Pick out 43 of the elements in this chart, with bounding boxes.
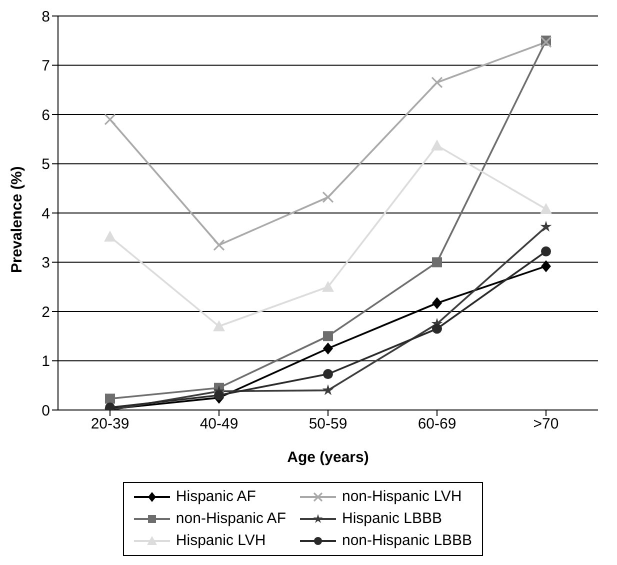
point <box>540 220 552 232</box>
y-tick-label: 5 <box>42 156 50 174</box>
point <box>541 246 551 256</box>
legend-label: Hispanic LBBB <box>342 509 442 529</box>
point <box>104 230 116 242</box>
legend-label: non-Hispanic LBBB <box>342 531 472 551</box>
point <box>213 239 225 251</box>
y-tick-label: 7 <box>42 58 50 75</box>
x-tick-label: 20-39 <box>90 416 130 433</box>
legend-label: non-Hispanic LVH <box>342 487 462 507</box>
y-tick-label: 3 <box>42 254 50 272</box>
legend-label: Hispanic LVH <box>176 531 266 551</box>
point <box>431 140 443 151</box>
point <box>105 394 115 404</box>
point <box>323 331 333 342</box>
x-tick-label: 60-69 <box>418 416 456 433</box>
point <box>540 203 552 214</box>
x-axis-title: Age (years) <box>287 449 369 466</box>
point <box>104 114 116 126</box>
point <box>322 191 334 204</box>
y-tick-label: 0 <box>42 402 50 420</box>
legend-label: non-Hispanic AF <box>176 509 286 529</box>
y-tick-label: 2 <box>42 304 50 321</box>
point <box>323 369 333 380</box>
point <box>432 257 442 268</box>
point <box>432 324 442 334</box>
point <box>431 76 443 88</box>
point <box>214 390 224 400</box>
point <box>322 280 334 292</box>
x-tick-label: 40-49 <box>200 416 238 433</box>
legend-label: Hispanic AF <box>176 487 256 507</box>
y-tick-label: 8 <box>42 8 50 26</box>
point <box>322 384 334 396</box>
point <box>541 260 551 272</box>
x-tick-label: 50-59 <box>308 416 348 433</box>
y-tick-label: 4 <box>42 205 50 222</box>
y-axis-title: Prevalence (%) <box>8 166 26 273</box>
y-tick-label: 6 <box>42 106 50 124</box>
point <box>432 297 442 310</box>
y-tick-label: 1 <box>42 353 50 370</box>
point <box>213 320 225 332</box>
x-tick-label: >70 <box>533 416 559 433</box>
point <box>323 342 333 354</box>
